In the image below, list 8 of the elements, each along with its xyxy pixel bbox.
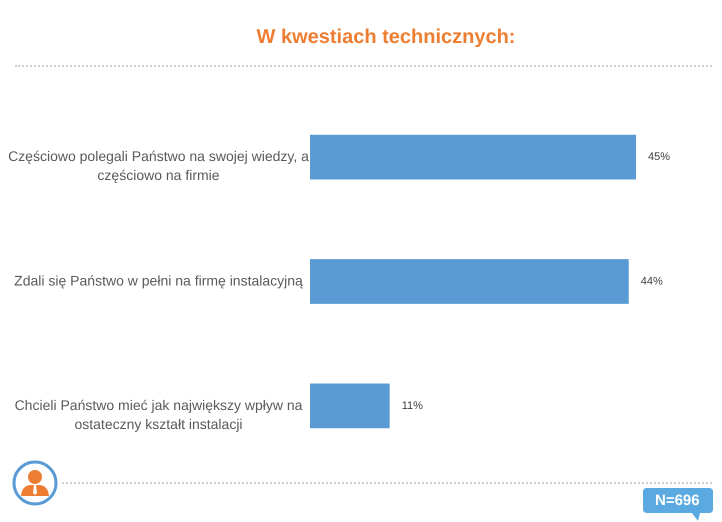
y-tick-label: Częściowo polegali Państwo na swojej wiedzy, a częściowo na firmie (8, 148, 310, 184)
data-label: 45% (648, 151, 670, 164)
data-label: 11% (402, 400, 424, 412)
chart-title: W kwestiach technicznych: (256, 26, 516, 48)
data-label: 44% (640, 276, 663, 288)
y-tick-label: Chcieli Państwo mieć jak największy wpływ na ostateczny kształt instalacji (14, 396, 303, 432)
y-tick-label: Zdali się Państwo w pełni na firmę instalacyjną (14, 272, 304, 288)
text: N=696 (655, 492, 700, 509)
